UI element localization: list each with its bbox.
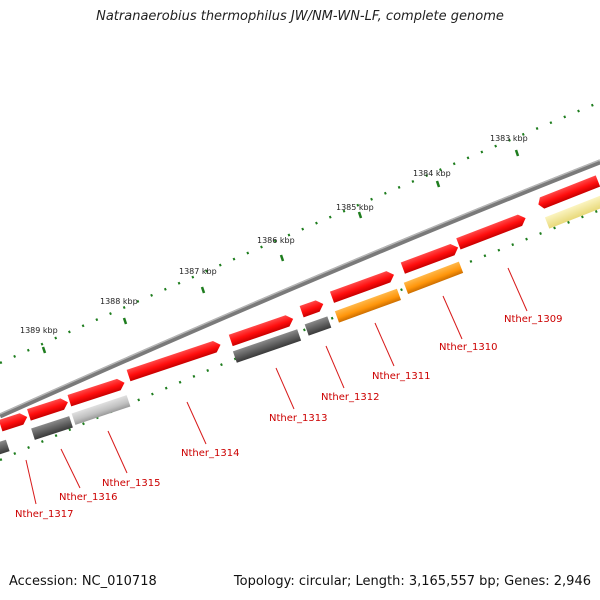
gene-arrow[interactable]: [400, 242, 460, 274]
secondary-row-genes: [0, 195, 600, 455]
ruler-labels: 1383 kbp 1384 kbp 1385 kbp 1386 kbp 1387…: [20, 134, 528, 335]
gene-arrow[interactable]: [126, 339, 223, 382]
gene-labels: Nther_1309 Nther_1310 Nther_1311 Nther_1…: [15, 314, 562, 520]
gene-label[interactable]: Nther_1313: [269, 413, 327, 424]
gene-arrow[interactable]: [27, 396, 70, 421]
gene-arrow[interactable]: [67, 377, 127, 407]
gene-arrow[interactable]: [329, 269, 396, 303]
gene-arrow[interactable]: [403, 261, 464, 294]
ruler-label: 1384 kbp: [413, 169, 451, 178]
gene-box[interactable]: [232, 329, 302, 363]
ruler-label: 1383 kbp: [490, 134, 528, 143]
ruler-label: 1385 kbp: [336, 203, 374, 212]
forward-strand-genes: [0, 175, 600, 432]
gene-arrow[interactable]: [0, 411, 29, 432]
gene-box[interactable]: [31, 416, 73, 440]
gene-label[interactable]: Nther_1315: [102, 478, 160, 489]
gene-arrow[interactable]: [536, 175, 600, 210]
ruler-label: 1387 kbp: [179, 267, 217, 276]
gene-arrow[interactable]: [456, 212, 528, 250]
ruler-label: 1388 kbp: [100, 297, 138, 306]
gene-label[interactable]: Nther_1310: [439, 342, 497, 353]
gene-label[interactable]: Nther_1312: [321, 392, 379, 403]
ruler-label: 1386 kbp: [257, 236, 295, 245]
label-leader-lines: [25, 267, 528, 505]
genome-backbone: [0, 159, 600, 419]
gene-box[interactable]: [544, 195, 600, 229]
genome-summary-text: Topology: circular; Length: 3,165,557 bp…: [233, 574, 591, 589]
ruler-major-ticks: [41, 149, 520, 354]
gene-box[interactable]: [304, 316, 332, 336]
gene-arrow[interactable]: [299, 298, 326, 318]
gene-arrow[interactable]: [334, 288, 402, 323]
accession-text: Accession: NC_010718: [9, 574, 157, 589]
genome-backbone-highlight: [0, 159, 600, 415]
ruler-label: 1389 kbp: [20, 326, 58, 335]
gene-label[interactable]: Nther_1316: [59, 492, 117, 503]
gene-label[interactable]: Nther_1314: [181, 448, 239, 459]
map-title: Natranaerobius thermophilus JW/NM-WN-LF,…: [96, 9, 504, 24]
gene-arrow[interactable]: [228, 313, 295, 347]
gene-box[interactable]: [0, 439, 10, 455]
gene-label[interactable]: Nther_1309: [504, 314, 562, 325]
gene-label[interactable]: Nther_1311: [372, 371, 430, 382]
gene-label[interactable]: Nther_1317: [15, 509, 73, 520]
gene-box[interactable]: [71, 395, 131, 425]
